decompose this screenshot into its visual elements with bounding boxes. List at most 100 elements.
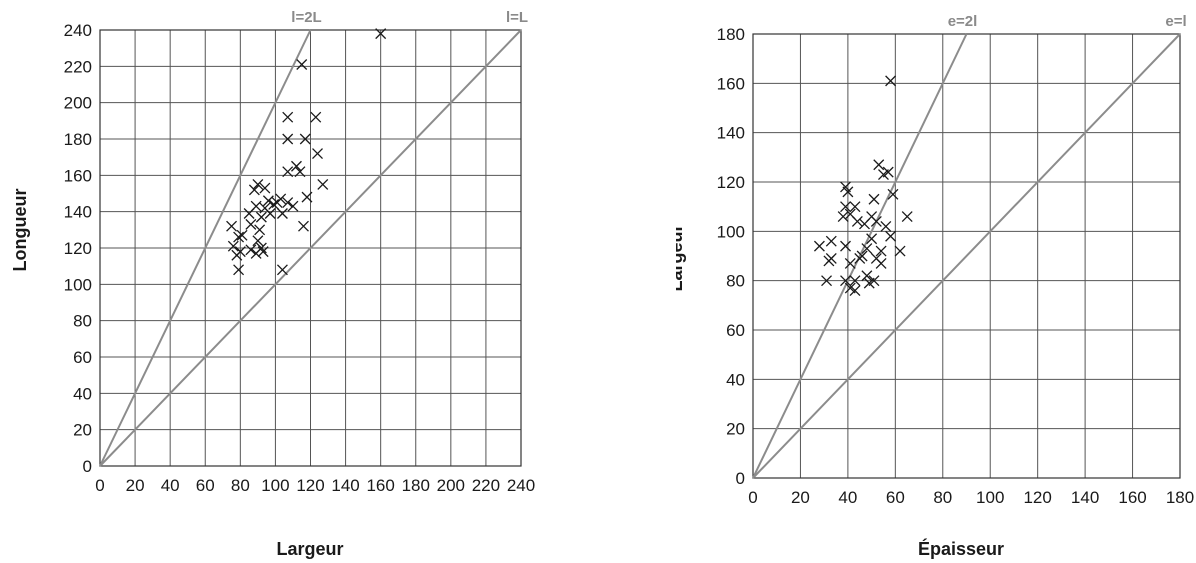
data-point-stroke <box>310 111 322 123</box>
data-point-stroke <box>840 240 851 252</box>
data-point <box>262 195 274 207</box>
data-point <box>255 211 267 223</box>
data-point <box>227 240 239 252</box>
data-point <box>243 208 255 219</box>
data-point-stroke <box>859 218 870 230</box>
data-point-stroke <box>254 224 266 236</box>
data-point-stroke <box>312 148 323 159</box>
x-tick-label: 140 <box>331 476 359 495</box>
data-point <box>312 148 323 159</box>
data-point-stroke <box>842 186 854 198</box>
data-point-stroke <box>243 208 255 219</box>
reference-lines: l=2L l=L <box>99 9 528 467</box>
data-point-stroke <box>317 178 329 190</box>
data-point-stroke <box>248 184 260 196</box>
data-point <box>844 257 856 269</box>
data-point <box>257 246 269 258</box>
data-point-stroke <box>259 182 271 194</box>
data-point-stroke <box>255 211 267 223</box>
y-axis-label: Longueur <box>10 189 30 272</box>
data-point <box>813 240 825 252</box>
y-tick-label: 200 <box>64 94 92 113</box>
y-tick-label: 160 <box>717 74 745 93</box>
data-point <box>821 275 832 287</box>
y-tick-label: 240 <box>64 21 92 40</box>
data-point-stroke <box>294 166 306 178</box>
data-point <box>375 28 387 40</box>
reference-lines: e=2l e=l <box>752 13 1187 479</box>
data-point <box>849 285 861 296</box>
data-point-stroke <box>257 246 269 258</box>
data-point <box>231 249 243 261</box>
reference-line <box>752 33 1181 479</box>
data-point-stroke <box>245 218 257 230</box>
data-point-stroke <box>233 231 245 243</box>
data-point <box>298 220 309 232</box>
y-tick-label: 100 <box>64 275 92 294</box>
x-tick-label: 140 <box>1071 488 1099 507</box>
reference-line-label: e=2l <box>948 13 978 30</box>
data-point-stroke <box>856 250 868 262</box>
data-point-stroke <box>287 200 299 212</box>
data-point <box>301 191 313 203</box>
data-point <box>254 224 266 236</box>
reference-line-label: e=l <box>1165 13 1186 30</box>
data-point-stroke <box>250 247 262 259</box>
data-point-stroke <box>823 255 835 267</box>
data-point <box>861 270 873 282</box>
reference-line-label: l=L <box>506 9 528 26</box>
chart-longueur-vs-largeur: l=2L l=L 0 20 40 60 80 100 120 140 160 180 200 220 24… <box>10 9 535 559</box>
y-tick-label: 20 <box>726 420 745 439</box>
x-axis-label: Épaisseur <box>918 538 1004 559</box>
data-point-stroke <box>849 275 861 287</box>
x-tick-label: 60 <box>196 476 215 495</box>
data-point <box>276 264 288 276</box>
data-point-stroke <box>245 244 257 256</box>
y-tick-label: 120 <box>64 239 92 258</box>
data-point <box>875 257 887 269</box>
data-point <box>291 160 302 172</box>
x-axis-label: Largeur <box>276 539 343 559</box>
data-point-stroke <box>262 195 274 207</box>
data-point-stroke <box>861 270 873 282</box>
data-point <box>837 211 849 222</box>
data-point-stroke <box>282 111 294 123</box>
data-point <box>299 133 311 145</box>
y-axis-label: Largeur <box>676 224 686 291</box>
data-point <box>310 111 322 123</box>
data-point <box>851 216 863 227</box>
data-point <box>287 200 299 212</box>
y-tick-label: 180 <box>64 130 92 149</box>
data-point <box>276 208 288 219</box>
data-point-stroke <box>849 201 861 213</box>
data-point-stroke <box>252 235 264 247</box>
y-tick-label: 80 <box>73 312 92 331</box>
data-point-stroke <box>236 229 248 241</box>
data-point-stroke <box>885 230 897 242</box>
data-point <box>252 178 264 190</box>
data-point-stroke <box>259 202 271 214</box>
data-point <box>823 255 835 267</box>
y-tick-label: 0 <box>83 457 92 476</box>
data-point-stroke <box>837 211 849 222</box>
x-tick-label: 0 <box>95 476 104 495</box>
x-tick-label: 160 <box>1118 488 1146 507</box>
data-point <box>226 220 238 232</box>
x-tick-label: 220 <box>472 476 500 495</box>
data-point-stroke <box>231 249 243 261</box>
data-point <box>317 178 329 190</box>
data-point <box>282 197 294 209</box>
data-point-stroke <box>863 277 875 289</box>
data-point-stroke <box>840 181 851 193</box>
data-point <box>294 166 306 178</box>
data-point-stroke <box>866 233 878 245</box>
data-point-stroke <box>849 285 861 296</box>
data-point <box>901 211 913 222</box>
data-point-stroke <box>825 235 837 247</box>
y-tick-label: 0 <box>736 469 745 488</box>
data-point-stroke <box>252 178 264 190</box>
y-tick-label: 160 <box>64 166 92 185</box>
x-tick-label: 60 <box>886 488 905 507</box>
data-point-stroke <box>299 133 311 145</box>
x-tick-label: 200 <box>437 476 465 495</box>
